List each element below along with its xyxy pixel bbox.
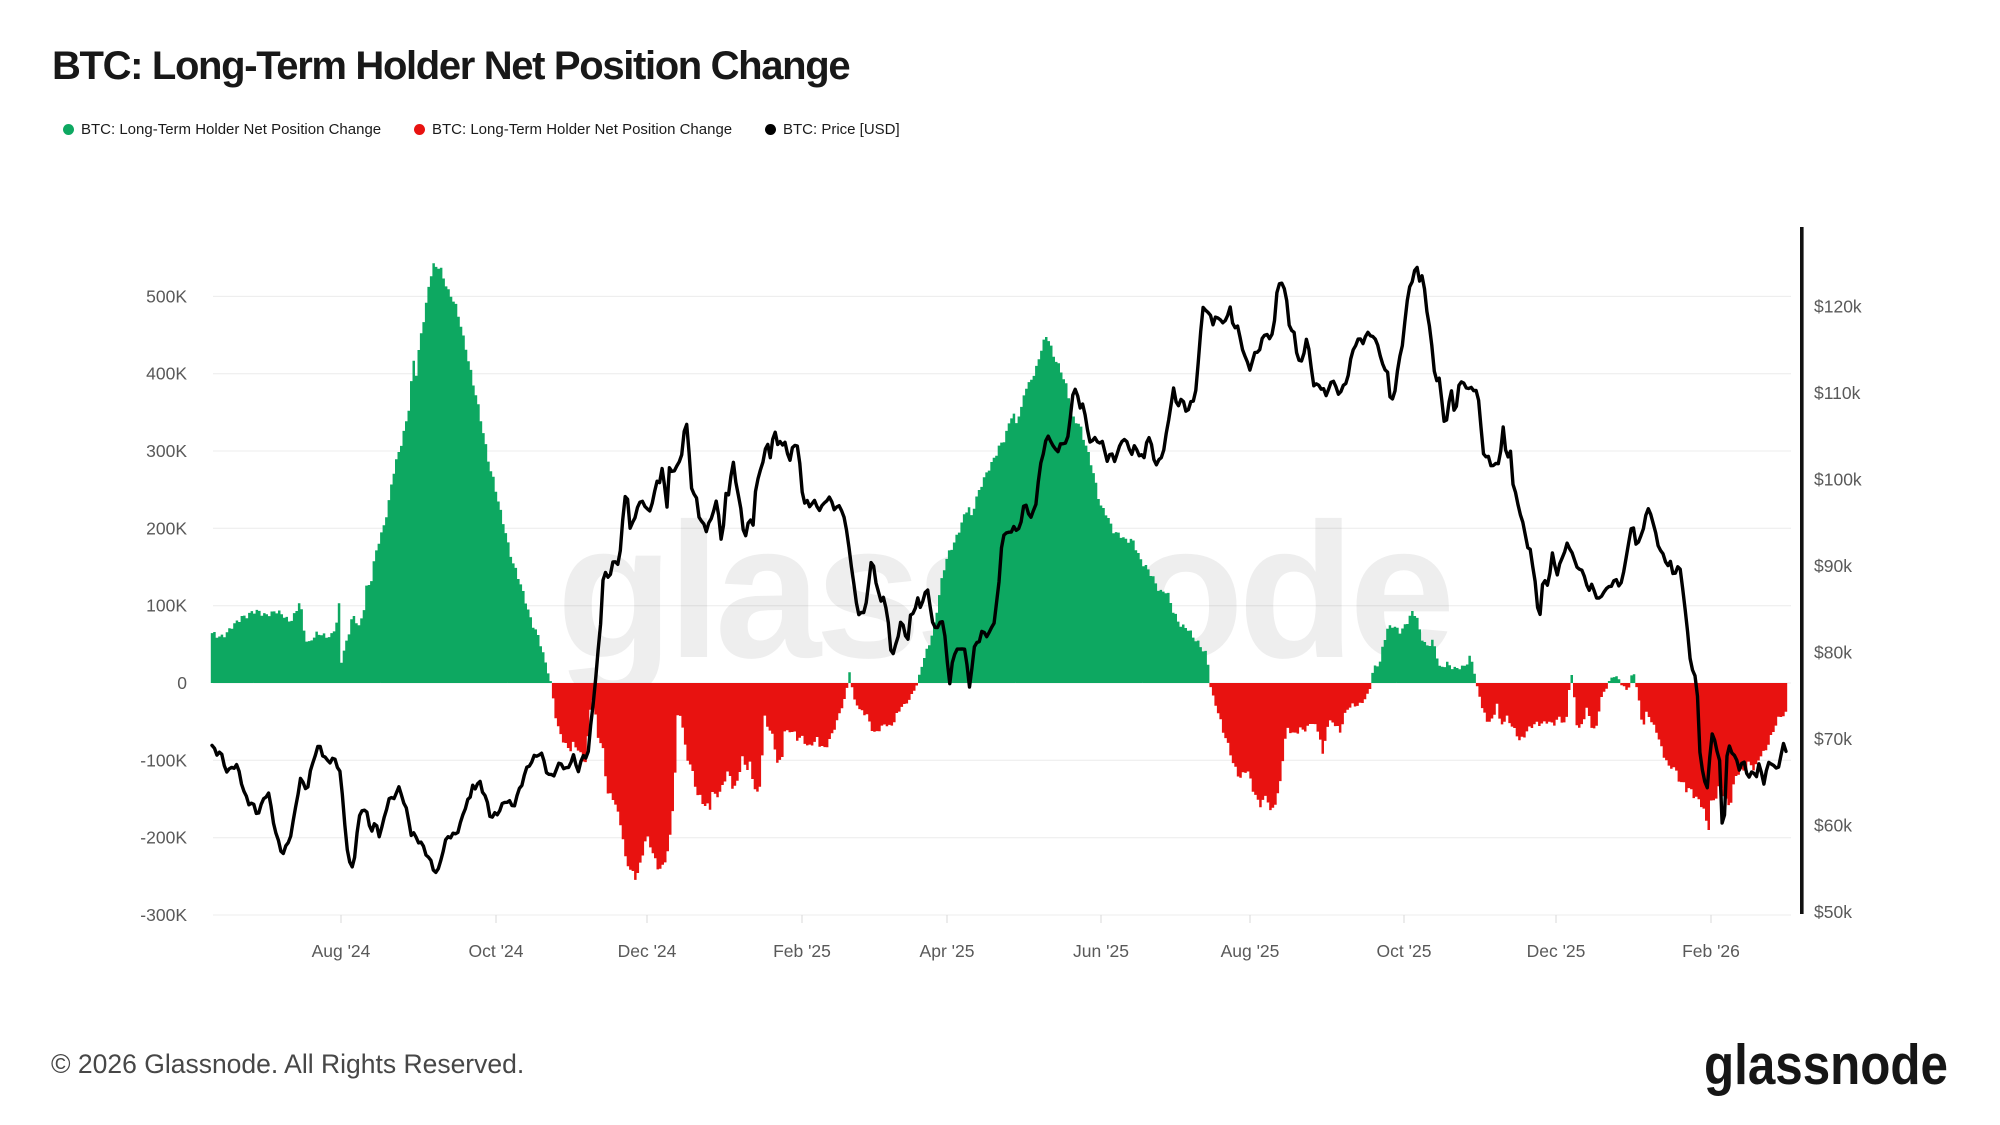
svg-text:$50k: $50k bbox=[1814, 902, 1852, 922]
svg-text:glassnode: glassnode bbox=[1704, 1033, 1948, 1097]
svg-text:$60k: $60k bbox=[1814, 816, 1852, 836]
svg-text:300K: 300K bbox=[146, 441, 187, 461]
svg-text:$70k: $70k bbox=[1814, 729, 1852, 749]
svg-text:Oct '24: Oct '24 bbox=[469, 941, 524, 961]
svg-text:Apr '25: Apr '25 bbox=[920, 941, 975, 961]
svg-text:400K: 400K bbox=[146, 364, 187, 384]
svg-text:200K: 200K bbox=[146, 518, 187, 538]
svg-text:Dec '25: Dec '25 bbox=[1527, 941, 1586, 961]
svg-text:Feb '25: Feb '25 bbox=[773, 941, 831, 961]
svg-text:500K: 500K bbox=[146, 286, 187, 306]
svg-text:$120k: $120k bbox=[1814, 297, 1862, 317]
svg-text:$100k: $100k bbox=[1814, 470, 1862, 490]
svg-text:Aug '24: Aug '24 bbox=[312, 941, 371, 961]
svg-text:$110k: $110k bbox=[1814, 383, 1861, 403]
svg-text:-300K: -300K bbox=[140, 905, 187, 925]
svg-text:0: 0 bbox=[177, 673, 187, 693]
svg-text:Oct '25: Oct '25 bbox=[1377, 941, 1432, 961]
svg-text:-200K: -200K bbox=[140, 828, 187, 848]
svg-text:Feb '26: Feb '26 bbox=[1682, 941, 1740, 961]
svg-text:-100K: -100K bbox=[140, 750, 187, 770]
svg-text:Dec '24: Dec '24 bbox=[618, 941, 677, 961]
svg-text:100K: 100K bbox=[146, 596, 187, 616]
svg-text:Aug '25: Aug '25 bbox=[1221, 941, 1280, 961]
svg-text:Jun '25: Jun '25 bbox=[1073, 941, 1129, 961]
svg-text:$90k: $90k bbox=[1814, 556, 1852, 576]
svg-text:$80k: $80k bbox=[1814, 643, 1852, 663]
